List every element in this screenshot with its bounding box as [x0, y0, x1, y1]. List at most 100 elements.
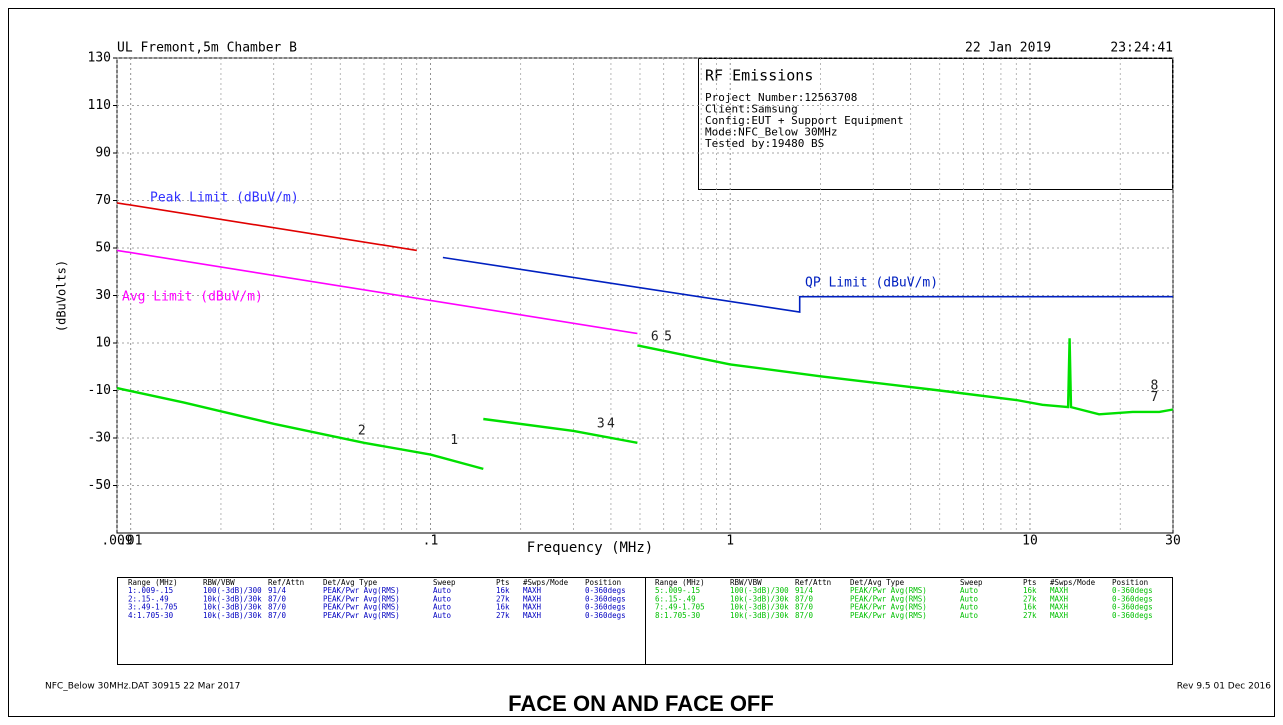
table-header: Ref/Attn — [268, 578, 304, 587]
table-cell: 1:.009-.15 — [128, 586, 173, 595]
footer-right: Rev 9.5 01 Dec 2016 — [1177, 682, 1272, 692]
table-cell: MAXH — [523, 611, 542, 620]
table-cell: PEAK/Pwr Avg(RMS) — [850, 594, 927, 603]
table-cell: 10k(-3dB)/30k — [203, 594, 262, 603]
table-cell: 16k — [1023, 586, 1037, 595]
table-cell: 16k — [496, 586, 510, 595]
time-label: 23:24:41 — [1110, 41, 1173, 56]
marker-label: 2 — [358, 423, 366, 438]
limit-line — [442, 256, 1173, 314]
caption: FACE ON AND FACE OFF — [508, 691, 774, 716]
table-cell: MAXH — [523, 586, 542, 595]
table-cell: 10k(-3dB)/30k — [203, 611, 262, 620]
y-tick-label: -10 — [88, 383, 111, 398]
table-cell: 27k — [496, 611, 510, 620]
table-cell: 0-360degs — [1112, 594, 1153, 603]
table-cell: Auto — [433, 611, 452, 620]
table-cell: PEAK/Pwr Avg(RMS) — [850, 611, 927, 620]
table-cell: PEAK/Pwr Avg(RMS) — [850, 586, 927, 595]
table-cell: 0-360degs — [585, 594, 626, 603]
y-tick-label: 50 — [95, 241, 111, 256]
limit-label: Peak Limit (dBuV/m) — [150, 191, 299, 206]
table-cell: 100(-3dB)/300 — [203, 586, 262, 595]
table-cell: PEAK/Pwr Avg(RMS) — [323, 603, 400, 612]
table-cell: PEAK/Pwr Avg(RMS) — [323, 586, 400, 595]
table-cell: 0-360degs — [1112, 586, 1153, 595]
info-line: Tested by:19480 BS — [705, 137, 824, 150]
table-cell: Auto — [960, 603, 979, 612]
x-tick-label: 10 — [1022, 534, 1038, 549]
table-cell: Auto — [433, 586, 452, 595]
table-cell: 87/0 — [795, 594, 814, 603]
table-cell: 87/0 — [268, 611, 287, 620]
limit-label: QP Limit (dBuV/m) — [805, 276, 938, 291]
table-cell: MAXH — [523, 603, 542, 612]
marker-label: 1 — [450, 433, 458, 448]
y-tick-label: 10 — [95, 336, 111, 351]
table-header: Pts — [1023, 578, 1037, 587]
table-cell: 16k — [496, 603, 510, 612]
table-cell: 4:1.705-30 — [128, 611, 174, 620]
table-cell: MAXH — [1050, 594, 1069, 603]
y-tick-label: 110 — [88, 98, 111, 113]
table-cell: 91/4 — [795, 586, 814, 595]
table-header: Position — [585, 578, 621, 587]
table-cell: MAXH — [1050, 586, 1069, 595]
table-header: Det/Avg Type — [850, 578, 905, 587]
table-header: Sweep — [960, 578, 983, 587]
table-cell: MAXH — [1050, 603, 1069, 612]
table-cell: 0-360degs — [585, 603, 626, 612]
table-header: Sweep — [433, 578, 456, 587]
info-line: Mode:NFC_Below 30MHz — [705, 126, 837, 139]
table-cell: 0-360degs — [585, 611, 626, 620]
table-cell: 27k — [1023, 594, 1037, 603]
info-line: Project Number:12563708 — [705, 91, 857, 104]
marker-label: 7 — [1150, 390, 1158, 405]
table-header: Pts — [496, 578, 510, 587]
table-header: Position — [1112, 578, 1148, 587]
table-cell: 2:.15-.49 — [128, 594, 169, 603]
table-header: RBW/VBW — [730, 578, 762, 587]
table-cell: 10k(-3dB)/30k — [730, 594, 789, 603]
x-tick-label: 30 — [1165, 534, 1181, 549]
x-axis-label: Frequency (MHz) — [527, 540, 653, 556]
table-header: Range (MHz) — [128, 578, 178, 587]
table-header: Det/Avg Type — [323, 578, 378, 587]
marker-label: 8 — [1150, 378, 1158, 393]
table-header: RBW/VBW — [203, 578, 235, 587]
x-tick-label: .009 — [101, 534, 132, 549]
marker-label: 5 — [664, 330, 672, 345]
y-tick-label: -50 — [88, 478, 111, 493]
y-tick-label: 90 — [95, 146, 111, 161]
date-label: 22 Jan 2019 — [965, 41, 1051, 56]
table-cell: 5:.009-.15 — [655, 586, 700, 595]
table-cell: 10k(-3dB)/30k — [203, 603, 262, 612]
table-cell: 100(-3dB)/300 — [730, 586, 789, 595]
info-title: RF Emissions — [705, 67, 813, 85]
table-cell: MAXH — [523, 594, 542, 603]
y-tick-label: 70 — [95, 193, 111, 208]
outer-border — [8, 8, 1275, 717]
limit-line — [116, 249, 638, 335]
y-axis-label: (dBuVolts) — [55, 260, 69, 332]
info-line: Client:Samsung — [705, 103, 798, 116]
table-cell: 87/0 — [795, 603, 814, 612]
table-cell: 27k — [1023, 611, 1037, 620]
table-cell: 10k(-3dB)/30k — [730, 603, 789, 612]
table-cell: 7:.49-1.705 — [655, 603, 705, 612]
x-tick-label: 1 — [726, 534, 734, 549]
marker-label: 4 — [607, 416, 615, 431]
table-cell: Auto — [960, 611, 979, 620]
table-cell: 3:.49-1.705 — [128, 603, 178, 612]
table-cell: Auto — [433, 594, 452, 603]
table-header: Ref/Attn — [795, 578, 831, 587]
table-cell: 87/0 — [268, 603, 287, 612]
x-tick-label: .1 — [423, 534, 439, 549]
table-cell: Auto — [960, 594, 979, 603]
info-line: Config:EUT + Support Equipment — [705, 114, 904, 127]
table-header: #Swps/Mode — [1050, 578, 1096, 587]
table-cell: Auto — [960, 586, 979, 595]
table-cell: 87/0 — [795, 611, 814, 620]
